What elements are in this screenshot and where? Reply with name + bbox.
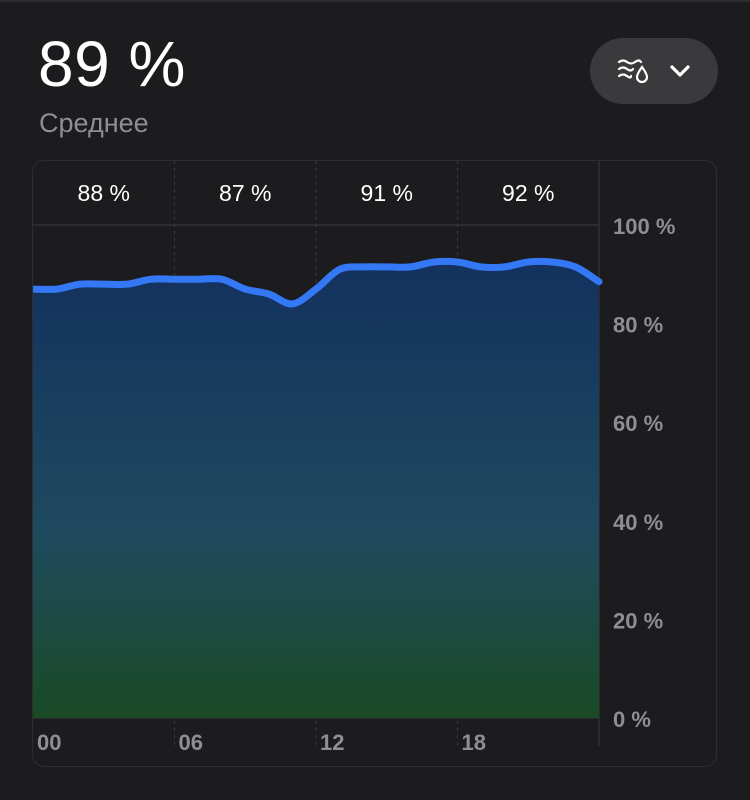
x-tick-label: 12 <box>320 730 344 755</box>
humidity-area <box>33 261 599 718</box>
top-divider <box>0 0 750 2</box>
average-value: 89 % <box>38 28 186 100</box>
x-tick-label: 18 <box>462 730 486 755</box>
x-tick-label: 06 <box>179 730 203 755</box>
chevron-down-icon <box>669 64 691 78</box>
period-average-label: 91 % <box>361 180 413 206</box>
y-tick-label: 20 % <box>613 608 663 633</box>
y-tick-label: 60 % <box>613 411 663 436</box>
period-average-label: 88 % <box>78 180 130 206</box>
humidity-line <box>33 257 603 308</box>
humidity-icon <box>617 58 651 84</box>
y-tick-label: 40 % <box>613 510 663 535</box>
y-tick-label: 80 % <box>613 313 663 338</box>
x-tick-label: 00 <box>37 730 61 755</box>
period-average-label: 92 % <box>502 180 554 206</box>
average-label: Среднее <box>39 108 149 138</box>
chart-canvas: 100 % 80 % 60 % 40 % 20 % 0 % 00 06 12 18 88 % 87 %… <box>33 161 675 755</box>
metric-selector-button[interactable] <box>590 38 718 104</box>
humidity-chart: 100 % 80 % 60 % 40 % 20 % 0 % 00 06 12 18 88 % 87 %… <box>32 160 717 767</box>
y-tick-label: 0 % <box>613 707 651 732</box>
y-tick-label: 100 % <box>613 214 675 239</box>
period-average-label: 87 % <box>219 180 271 206</box>
